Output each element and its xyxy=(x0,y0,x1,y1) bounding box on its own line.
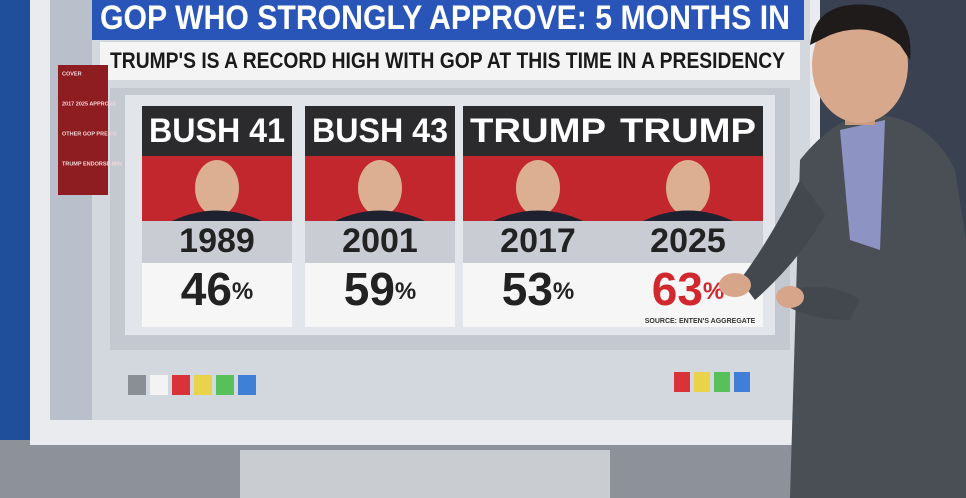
sidebar xyxy=(58,65,108,195)
chip xyxy=(714,372,730,392)
photo-face xyxy=(358,160,402,216)
value: 46 xyxy=(181,263,232,315)
title: GOP WHO STRONGLY APPROVE: 5 MONTHS IN xyxy=(100,0,790,37)
card-name: BUSH 43 xyxy=(312,112,448,150)
card-value: 46% xyxy=(181,263,254,315)
chip xyxy=(734,372,750,392)
card-value: 53% xyxy=(502,263,575,315)
card-value: 63% xyxy=(652,263,725,315)
card-name: TRUMP xyxy=(470,112,606,150)
card-value-bg xyxy=(463,263,613,327)
photo-suit xyxy=(335,210,425,221)
chip xyxy=(216,375,234,395)
sidebar-item: TRUMP ENDORSE MIN xyxy=(62,161,122,167)
value: 63 xyxy=(652,263,703,315)
card-year-bg xyxy=(305,221,455,263)
subtitle: TRUMP'S IS A RECORD HIGH WITH GOP AT THI… xyxy=(110,48,785,73)
source: SOURCE: ENTEN'S AGGREGATE xyxy=(645,318,756,325)
card-name: BUSH 41 xyxy=(149,112,285,150)
value: 59 xyxy=(344,263,395,315)
card-name: TRUMP xyxy=(620,112,756,150)
suit xyxy=(790,114,966,498)
card-year: 2017 xyxy=(500,222,576,260)
card-value-bg xyxy=(305,263,455,327)
presenter xyxy=(719,4,966,498)
unit: % xyxy=(553,278,574,305)
card-year: 2001 xyxy=(342,222,418,260)
hand-2 xyxy=(776,286,804,308)
sidebar-item: COVER xyxy=(62,71,82,77)
unit: % xyxy=(232,278,253,305)
head xyxy=(812,7,908,123)
card-year-bg xyxy=(142,221,292,263)
hand xyxy=(719,273,751,297)
chip xyxy=(238,375,256,395)
card-header xyxy=(613,106,763,156)
card-year-bg xyxy=(613,221,763,263)
sidebar-item: 2017 2025 APPROVE xyxy=(62,101,117,107)
card-value: 59% xyxy=(344,263,417,315)
photo-face xyxy=(195,160,239,216)
color-chips xyxy=(128,372,750,395)
photo-suit xyxy=(643,210,733,221)
title-bar xyxy=(92,0,804,40)
shirt xyxy=(840,120,885,250)
card-year: 2025 xyxy=(650,222,726,260)
card-value-bg xyxy=(142,263,292,327)
screen-left-strip xyxy=(50,0,92,420)
sidebar-items: COVER 2017 2025 APPROVE OTHER GOP PRES'S TR… xyxy=(62,71,122,167)
arm xyxy=(740,180,825,300)
desk-panel xyxy=(240,450,610,498)
photo-suit xyxy=(172,210,262,221)
photo-face xyxy=(666,160,710,216)
photo-face xyxy=(516,160,560,216)
chip xyxy=(194,375,212,395)
chip xyxy=(150,375,168,395)
subtitle-bar xyxy=(100,42,800,80)
card-header xyxy=(305,106,455,156)
unit: % xyxy=(703,278,724,305)
chip xyxy=(128,375,146,395)
photo-suit xyxy=(493,210,583,221)
hair xyxy=(810,4,911,60)
card-year-bg xyxy=(463,221,613,263)
card-header xyxy=(463,106,613,156)
unit: % xyxy=(395,278,416,305)
chip xyxy=(694,372,710,392)
sidebar-item: OTHER GOP PRES'S xyxy=(62,131,117,137)
card-year: 1989 xyxy=(179,222,255,260)
value: 53 xyxy=(502,263,553,315)
chip xyxy=(172,375,190,395)
chip xyxy=(674,372,690,392)
card-header xyxy=(142,106,292,156)
